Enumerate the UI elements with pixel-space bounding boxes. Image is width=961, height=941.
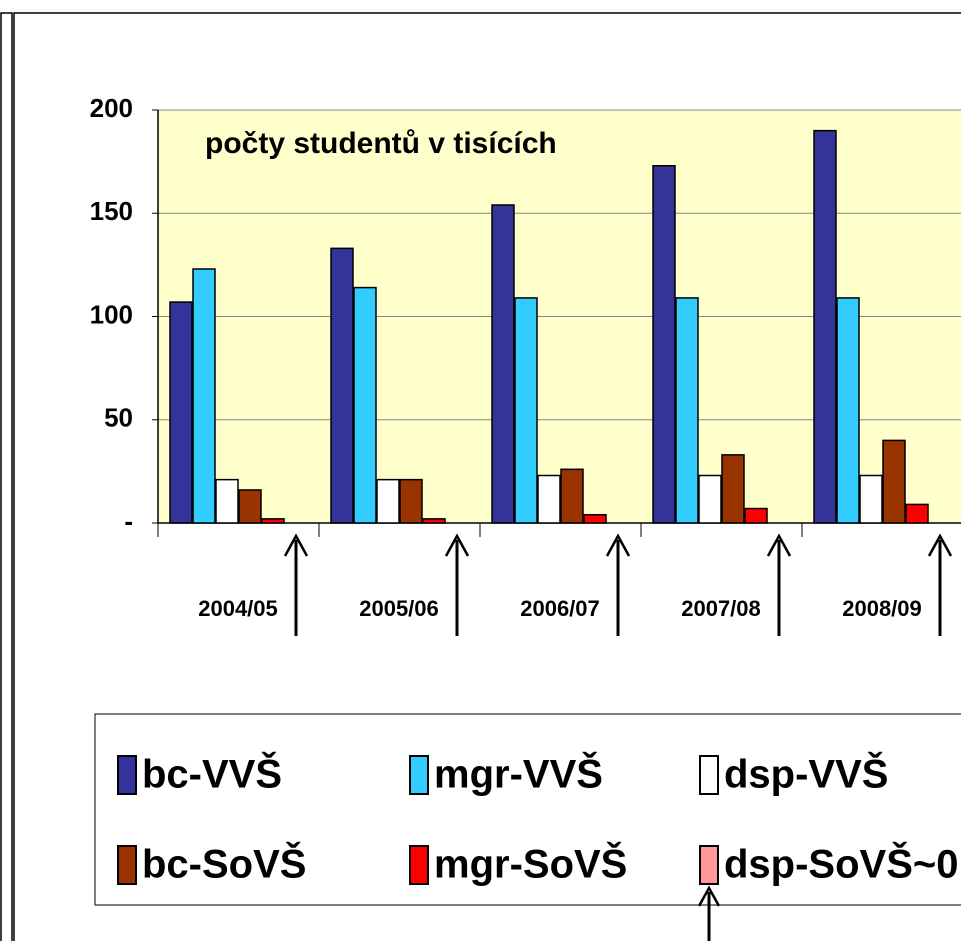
arrow-head [927,533,953,557]
legend-swatch [117,755,137,795]
legend-box [94,713,961,906]
legend-label: mgr-SoVŠ [434,841,627,887]
x-tick-label: 2005/06 [359,596,439,621]
bar [330,247,354,524]
x-tick-label: 2008/09 [842,596,922,621]
y-tick-label: 150 [90,196,133,226]
chart-title: počty studentů v tisících [205,127,557,160]
arrow-head [605,533,631,557]
arrow-head [697,885,721,907]
bar [560,468,584,524]
bar [859,474,883,524]
bar [813,129,837,524]
y-tick-label: 100 [90,299,133,329]
legend-swatch [117,845,137,885]
bar [514,297,538,524]
legend-swatch [409,845,429,885]
y-tick-label: 50 [104,403,133,433]
y-tick-label: - [124,506,133,536]
legend-label: bc-VVŠ [142,751,282,797]
legend-label: dsp-SoVŠ~0 [724,841,959,887]
bar [882,439,906,524]
bar [422,518,446,524]
bar [399,478,423,524]
bar [215,478,239,524]
frame [13,12,961,941]
bar [192,268,216,524]
bar [583,513,607,524]
x-tick-label: 2006/07 [520,596,600,621]
side-panel [0,12,13,941]
bar [261,518,285,524]
arrow-head [766,533,792,557]
legend-swatch [699,755,719,795]
legend-label: mgr-VVŠ [434,751,603,797]
legend-swatch [699,845,719,885]
x-tick-label: 2007/08 [681,596,761,621]
legend-swatch [409,755,429,795]
bar [376,478,400,524]
x-tick-label: 2004/05 [198,596,278,621]
y-tick-label: 200 [90,93,133,123]
bar [238,489,262,524]
bar [652,165,676,524]
arrow-head [444,533,470,557]
bar [491,204,515,524]
bar [537,474,561,524]
bar [744,507,768,524]
bar [675,297,699,524]
bar [353,286,377,524]
bar [721,454,745,524]
bar [698,474,722,524]
bar [169,301,193,524]
arrow-head [283,533,309,557]
bar [905,503,929,524]
legend-label: bc-SoVŠ [142,841,306,887]
legend-label: dsp-VVŠ [724,751,888,797]
bar [836,297,860,524]
